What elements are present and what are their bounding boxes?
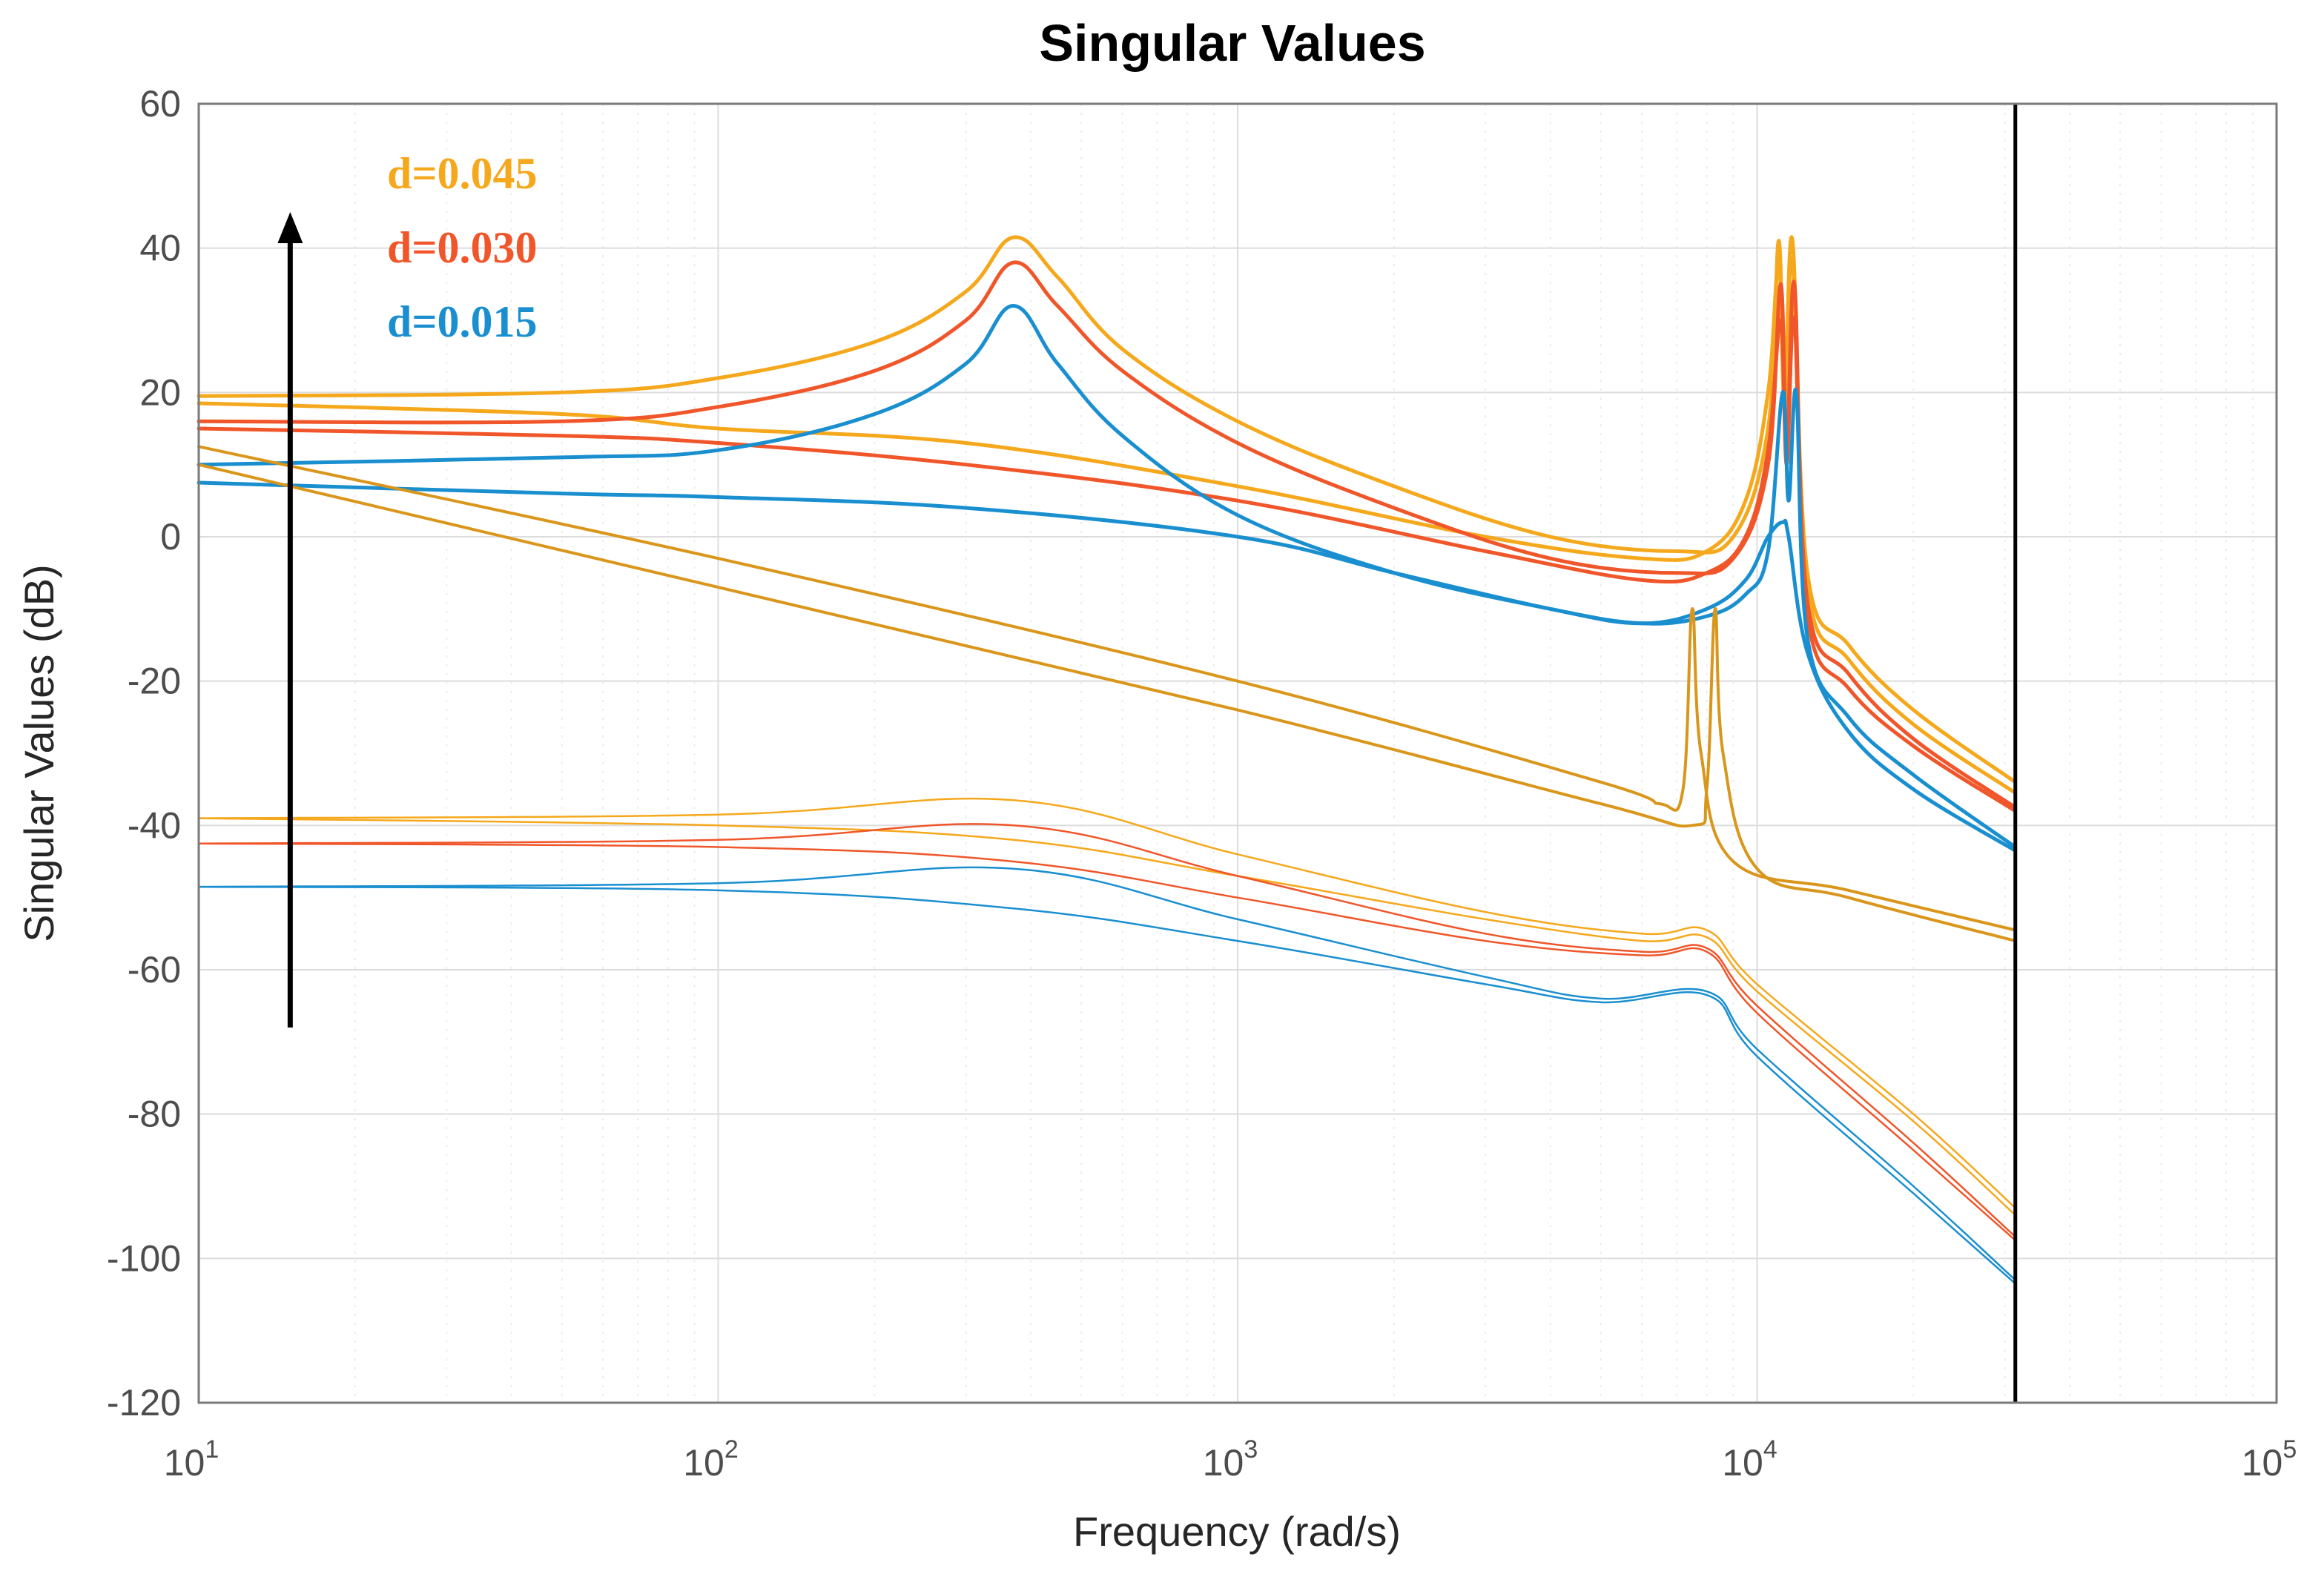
series-line — [197, 797, 2017, 1209]
y-tick-label: -80 — [128, 1094, 181, 1135]
annotation-arrow — [277, 212, 303, 1028]
legend-entry: d=0.045 — [387, 149, 538, 198]
y-axis-ticks: 60 40 20 0 -20 -40 -60 -80 -100 -120 — [107, 83, 181, 1423]
y-tick-label: 20 — [139, 371, 181, 413]
legend-entry: d=0.030 — [387, 223, 538, 272]
series-line — [197, 842, 2017, 1242]
x-axis-label: Frequency (rad/s) — [1073, 1508, 1401, 1555]
x-tick-label: 103 — [1203, 1435, 1258, 1484]
x-axis-ticks: 101 102 103 104 105 — [164, 1435, 2297, 1484]
x-tick-label: 105 — [2242, 1435, 2297, 1484]
series-line — [197, 480, 2018, 853]
series-line — [197, 445, 2017, 932]
y-tick-label: -40 — [128, 804, 181, 846]
y-tick-label: -100 — [107, 1237, 181, 1279]
y-tick-label: 60 — [139, 83, 181, 125]
legend-entry: d=0.015 — [387, 297, 538, 346]
x-tick-label: 101 — [164, 1435, 219, 1484]
y-tick-label: -60 — [128, 949, 181, 991]
x-tick-label: 102 — [683, 1435, 739, 1484]
y-tick-label: -20 — [128, 661, 181, 702]
y-tick-label: -120 — [107, 1382, 181, 1423]
series-line — [197, 463, 2017, 943]
y-axis-label: Singular Values (dB) — [16, 564, 62, 942]
plot-series — [197, 235, 2018, 1285]
series-line — [197, 817, 2017, 1217]
series-line — [197, 304, 2018, 849]
y-tick-label: 0 — [160, 516, 181, 558]
series-line — [197, 823, 2017, 1238]
y-tick-label: 40 — [139, 228, 181, 269]
series-line — [197, 866, 2017, 1281]
chart-title: Singular Values — [1039, 14, 1425, 72]
series-line — [197, 315, 2018, 813]
series-line — [197, 885, 2017, 1285]
plot-frame — [197, 102, 2278, 1404]
x-tick-label: 104 — [1722, 1435, 1777, 1484]
legend: d=0.045 d=0.030 d=0.015 — [387, 149, 538, 346]
arrow-head — [277, 212, 303, 243]
